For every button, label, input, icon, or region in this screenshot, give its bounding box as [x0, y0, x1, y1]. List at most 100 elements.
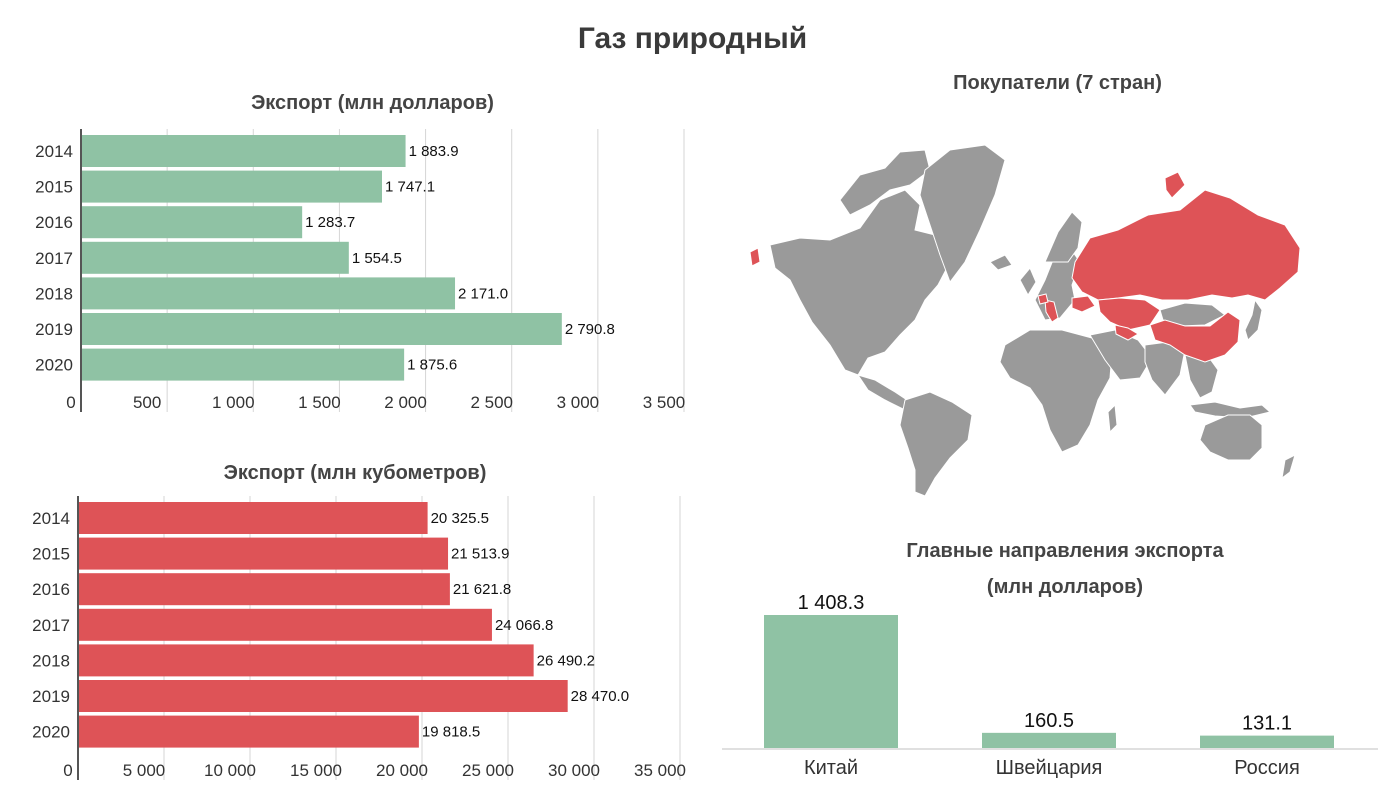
volume-bar	[79, 573, 450, 606]
map-iceland	[989, 254, 1013, 271]
map-china	[1149, 311, 1241, 363]
map-buyer-countries	[749, 171, 1301, 363]
volume-value-label: 24 066.8	[495, 617, 553, 634]
usd-category-label: 2019	[35, 320, 73, 339]
usd-value-label: 1 875.6	[407, 357, 457, 374]
map-india	[1144, 341, 1186, 396]
map-japan	[1244, 298, 1263, 341]
map-mongolia	[1159, 302, 1226, 327]
volume-category-label: 2018	[32, 651, 70, 670]
usd-category-label: 2018	[35, 284, 73, 303]
map-kazakhstan	[1097, 297, 1161, 331]
volume-bar	[79, 644, 534, 677]
volume-bar	[79, 502, 428, 534]
usd-bar	[82, 313, 562, 345]
map-madagascar	[1107, 403, 1118, 434]
map-africa	[999, 329, 1113, 453]
volume-category-label: 2020	[32, 723, 70, 742]
usd-tick-label: 2 500	[470, 393, 513, 412]
volume-bar	[79, 680, 568, 712]
export-volume-title: Экспорт (млн кубометров)	[223, 462, 487, 484]
volume-tick-label: 25 000	[462, 761, 514, 780]
volume-tick-label: 35 000	[634, 761, 686, 780]
volume-value-label: 21 513.9	[451, 546, 509, 563]
map-arctic-islands	[839, 149, 931, 216]
map-greenland	[919, 144, 1006, 284]
dest-value-label: 131.1	[1242, 713, 1292, 735]
map-uzbekistan	[1114, 324, 1139, 341]
usd-value-label: 1 883.9	[409, 143, 459, 160]
dest-category-label: Швейцария	[996, 757, 1103, 779]
usd-category-label: 2015	[35, 178, 73, 197]
map-europe	[1034, 244, 1081, 321]
map-new-zealand	[1281, 454, 1296, 480]
usd-bar	[82, 348, 405, 381]
map-ukraine	[1071, 295, 1096, 313]
volume-category-label: 2016	[32, 580, 70, 599]
volume-bar	[79, 537, 449, 570]
map-south-america	[899, 391, 973, 497]
volume-bar	[79, 715, 419, 748]
usd-value-label: 2 171.0	[458, 285, 508, 302]
usd-bar	[82, 135, 406, 167]
map-scandinavia	[1044, 211, 1083, 263]
map-australia	[1199, 414, 1263, 461]
usd-category-label: 2014	[35, 142, 73, 161]
usd-tick-label: 500	[133, 393, 161, 412]
dest-bar	[1200, 735, 1334, 748]
volume-value-label: 21 621.8	[453, 581, 511, 598]
usd-value-label: 1 747.1	[385, 179, 435, 196]
dest-category-label: Россия	[1234, 757, 1300, 779]
usd-bar	[82, 170, 383, 203]
volume-category-label: 2015	[32, 545, 70, 564]
map-gray-land	[769, 144, 1296, 497]
map-se-asia	[1184, 351, 1219, 399]
map-switzerland	[1037, 293, 1049, 305]
map-russia	[1071, 189, 1301, 301]
usd-value-label: 2 790.8	[565, 321, 615, 338]
volume-tick-label: 30 000	[548, 761, 600, 780]
volume-tick-label: 0	[63, 761, 72, 780]
volume-bar	[79, 608, 492, 641]
usd-value-label: 1 283.7	[305, 214, 355, 231]
volume-value-label: 28 470.0	[571, 688, 629, 705]
volume-category-label: 2017	[32, 616, 70, 635]
usd-tick-label: 1 000	[212, 393, 255, 412]
usd-tick-label: 1 500	[298, 393, 341, 412]
volume-value-label: 19 818.5	[422, 724, 480, 741]
dest-category-label: Китай	[804, 757, 858, 779]
volume-category-label: 2014	[32, 509, 70, 528]
usd-value-label: 1 554.5	[352, 250, 402, 267]
volume-tick-label: 5 000	[123, 761, 166, 780]
usd-tick-label: 0	[66, 393, 75, 412]
destinations-title-line1: Главные направления экспорта	[906, 540, 1224, 562]
usd-bar	[82, 241, 349, 274]
destinations-title-line2: (млн долларов)	[986, 576, 1144, 598]
volume-tick-label: 15 000	[290, 761, 342, 780]
map-north-america	[769, 189, 951, 376]
buyers-map-title: Покупатели (7 стран)	[953, 72, 1162, 94]
dest-bar	[982, 732, 1116, 748]
volume-tick-label: 10 000	[204, 761, 256, 780]
map-chukotka	[749, 247, 761, 267]
volume-tick-label: 20 000	[376, 761, 428, 780]
usd-bar	[82, 206, 303, 239]
usd-category-label: 2017	[35, 249, 73, 268]
volume-value-label: 26 490.2	[537, 652, 595, 669]
usd-category-label: 2016	[35, 213, 73, 232]
map-novaya-zemlya	[1164, 171, 1186, 199]
usd-bar	[82, 277, 456, 310]
usd-tick-label: 3 500	[643, 393, 686, 412]
usd-tick-label: 3 000	[557, 393, 600, 412]
usd-tick-label: 2 000	[384, 393, 427, 412]
map-italy	[1044, 299, 1059, 323]
dest-bar	[764, 615, 898, 748]
map-central-america	[856, 374, 911, 411]
map-middle-east	[1089, 329, 1153, 381]
page-title: Газ природный	[577, 22, 808, 55]
dest-value-label: 160.5	[1024, 710, 1074, 732]
